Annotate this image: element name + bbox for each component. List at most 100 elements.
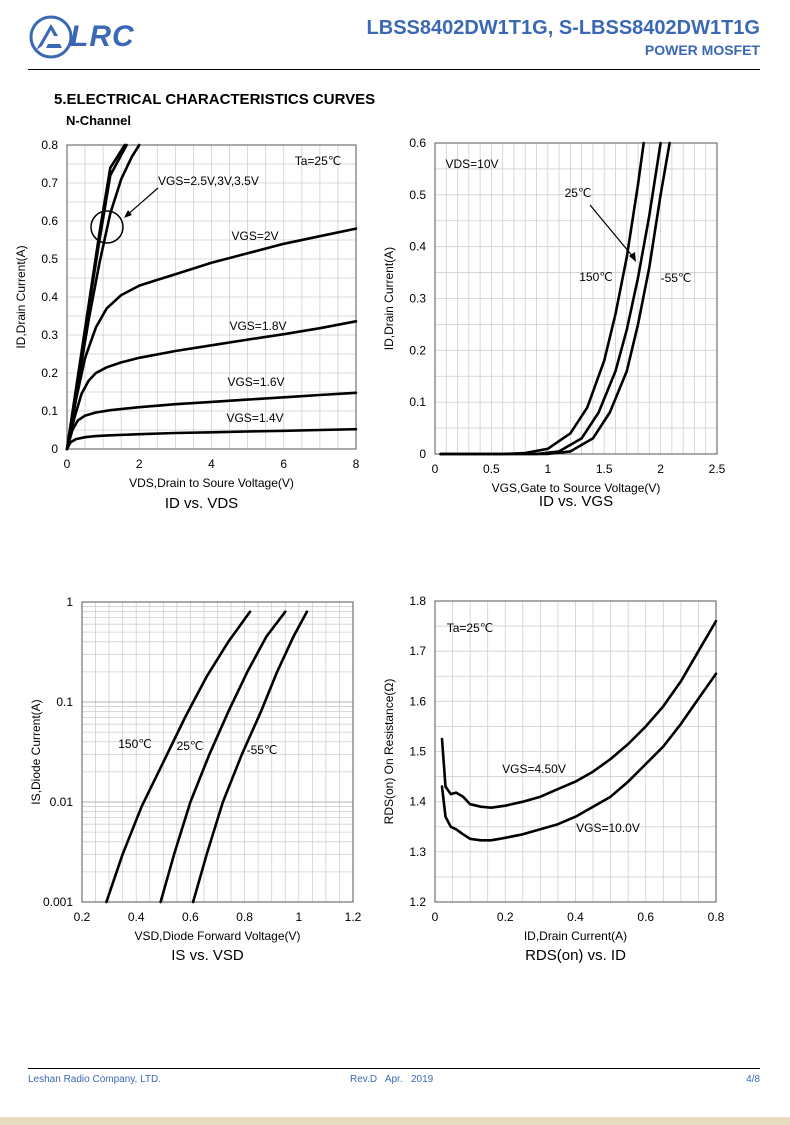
- y-tick-label: 1.6: [409, 694, 426, 708]
- arrow-head: [124, 210, 132, 218]
- series-line: [159, 610, 287, 904]
- x-tick-label: 0.8: [708, 910, 725, 924]
- x-tick-label: 2.5: [709, 462, 726, 476]
- y-tick-label: 0.2: [409, 343, 426, 357]
- chart-annotation: VDS=10V: [445, 157, 498, 171]
- charts-canvas: 0 2 4 6 8 0 0.1 0.2 0.3 0.4 0.5 0.6 0.7 0.8 VDS,Drain …: [14, 136, 726, 964]
- series-label: VGS=1.8V: [229, 319, 286, 333]
- x-tick-label: 0.2: [74, 910, 91, 924]
- section-title: 5.ELECTRICAL CHARACTERISTICS CURVES: [54, 91, 376, 108]
- y-tick-label: 0.1: [41, 404, 58, 418]
- footer-page: 4/8: [746, 1074, 760, 1085]
- annotation-arrow: [125, 187, 159, 217]
- document-title: LBSS8402DW1T1G, S-LBSS8402DW1T1G: [366, 17, 760, 39]
- series-label: VGS=10.0V: [576, 821, 640, 835]
- x-tick-label: 0.6: [182, 910, 199, 924]
- x-tick-label: 0: [432, 910, 439, 924]
- series-label: VGS=2V: [231, 229, 278, 243]
- series-line: [439, 141, 671, 456]
- series-label: VGS=1.6V: [227, 375, 284, 389]
- y-tick-label: 0.5: [409, 188, 426, 202]
- chart-caption: ID vs. VGS: [539, 493, 613, 510]
- y-tick-label: 0.3: [409, 292, 426, 306]
- y-tick-label: 1.5: [409, 745, 426, 759]
- y-tick-label: 0.6: [409, 136, 426, 150]
- chart-annotation: Ta=25℃: [447, 621, 494, 635]
- series-label: 25℃: [565, 186, 592, 200]
- y-tick-label: 0.8: [41, 138, 58, 152]
- logo-emblem: [29, 15, 73, 59]
- x-tick-label: 0.4: [128, 910, 145, 924]
- footer-company: Leshan Radio Company, LTD.: [28, 1074, 162, 1085]
- plot-frame: [66, 144, 357, 450]
- series-label: VGS=1.4V: [226, 411, 283, 425]
- y-tick-label: 1: [66, 595, 73, 609]
- series-line: [440, 619, 718, 810]
- x-tick-label: 0.4: [567, 910, 584, 924]
- series-line: [65, 391, 358, 451]
- series-label: 150℃: [118, 737, 152, 751]
- y-tick-label: 0.6: [41, 214, 58, 228]
- plot-frame: [434, 142, 718, 455]
- y-axis-label: ID,Drain Current(A): [14, 245, 28, 348]
- series-label: 25℃: [177, 739, 204, 753]
- y-tick-label: 0.2: [41, 366, 58, 380]
- y-tick-label: 1.3: [409, 845, 426, 859]
- document-subtitle: POWER MOSFET: [644, 42, 760, 58]
- chart-annotation: Ta=25℃: [295, 154, 342, 168]
- chart-caption: ID vs. VDS: [165, 495, 238, 512]
- x-tick-label: 1.2: [345, 910, 362, 924]
- y-tick-label: 0.1: [409, 395, 426, 409]
- y-tick-label: 0.7: [41, 176, 58, 190]
- series-line: [65, 427, 358, 451]
- y-axis-label: IS,Diode Current(A): [29, 699, 43, 804]
- y-axis-label: ID,Drain Current(A): [382, 247, 396, 350]
- annotation-arrow: [589, 204, 635, 259]
- chart-caption: IS vs. VSD: [171, 947, 244, 964]
- y-tick-label: 0.4: [409, 240, 426, 254]
- series-label: -55℃: [661, 271, 692, 285]
- x-tick-label: 4: [208, 457, 215, 471]
- arrow-head: [629, 252, 636, 262]
- series-line: [65, 143, 141, 451]
- y-tick-label: 0: [419, 447, 426, 461]
- x-tick-label: 2: [136, 457, 143, 471]
- series-line: [191, 610, 309, 904]
- x-tick-label: 6: [280, 457, 287, 471]
- plot-frame: [81, 601, 354, 903]
- series-line: [65, 227, 358, 451]
- y-tick-label: 0.001: [43, 895, 73, 909]
- x-tick-label: 1.5: [596, 462, 613, 476]
- series-label: VGS=4.50V: [502, 762, 566, 776]
- y-tick-label: 0.1: [56, 695, 73, 709]
- x-tick-label: 1: [544, 462, 551, 476]
- footer-revision: Rev.D Apr. 2019: [350, 1074, 434, 1085]
- x-axis-label: VSD,Diode Forward Voltage(V): [134, 929, 300, 943]
- y-tick-label: 0.3: [41, 328, 58, 342]
- footer-divider: [28, 1068, 760, 1069]
- logo-text: LRC: [70, 20, 135, 53]
- y-tick-label: 0.01: [50, 795, 74, 809]
- y-tick-label: 1.2: [409, 895, 426, 909]
- x-axis-label: VDS,Drain to Soure Voltage(V): [129, 476, 294, 490]
- y-tick-label: 1.8: [409, 594, 426, 608]
- x-tick-label: 1: [295, 910, 302, 924]
- chart-caption: RDS(on) vs. ID: [525, 947, 626, 964]
- y-tick-label: 0: [51, 442, 58, 456]
- x-tick-label: 2: [657, 462, 664, 476]
- x-tick-label: 0: [432, 462, 439, 476]
- x-axis-label: VGS,Gate to Source Voltage(V): [492, 481, 661, 495]
- series-line: [105, 610, 252, 904]
- x-tick-label: 8: [353, 457, 360, 471]
- x-tick-label: 0.8: [236, 910, 253, 924]
- header-divider: [28, 69, 760, 70]
- x-axis-label: ID,Drain Current(A): [524, 929, 627, 943]
- y-tick-label: 1.4: [409, 795, 426, 809]
- series-line: [65, 319, 358, 451]
- y-tick-label: 0.5: [41, 252, 58, 266]
- y-tick-label: 1.7: [409, 644, 426, 658]
- x-tick-label: 0.5: [483, 462, 500, 476]
- series-label: 150℃: [579, 270, 613, 284]
- x-tick-label: 0: [64, 457, 71, 471]
- y-tick-label: 0.4: [41, 290, 58, 304]
